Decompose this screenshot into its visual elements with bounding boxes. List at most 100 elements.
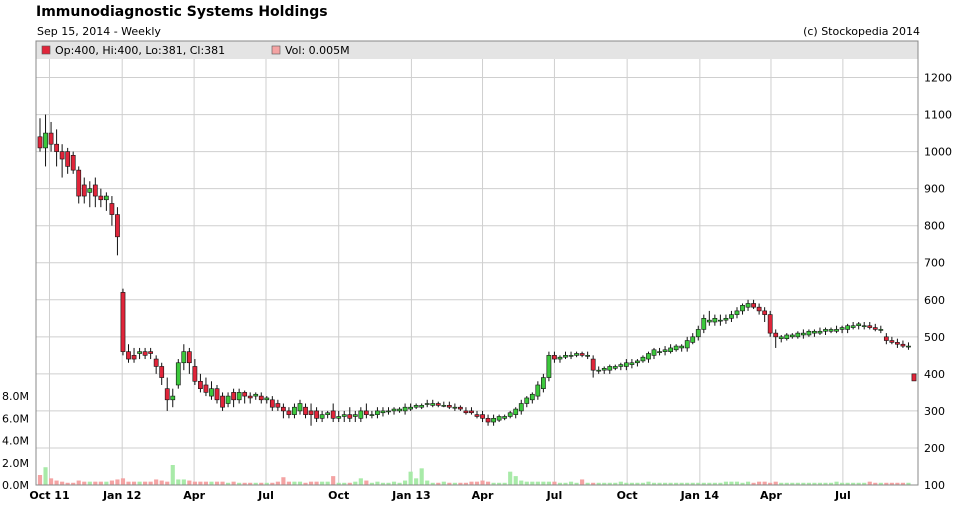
volume-bar xyxy=(214,481,220,485)
candle-body xyxy=(491,418,496,423)
candle-body xyxy=(640,356,646,362)
candle-body xyxy=(87,188,93,193)
candle-body xyxy=(546,355,552,378)
volume-tick-label: 2.0M xyxy=(2,457,29,470)
volume-bar xyxy=(679,482,684,485)
volume-bar xyxy=(530,481,535,485)
time-axis: Oct 11 Jan 12 Apr Jul Oct Jan 13 Apr Jul Oct Jan … xyxy=(29,489,850,502)
candle-body xyxy=(247,395,253,399)
time-tick-label: Oct xyxy=(328,489,349,502)
volume-bar xyxy=(403,480,408,485)
volume-tick-label: 8.0M xyxy=(2,390,29,403)
volume-bar xyxy=(795,482,800,485)
volume-bar xyxy=(762,481,767,485)
volume-bar xyxy=(508,471,513,485)
candle-body xyxy=(220,395,225,408)
volume-bar xyxy=(497,482,502,485)
candle-body xyxy=(590,358,596,371)
candle-body xyxy=(812,330,817,334)
candle-body xyxy=(303,406,308,415)
legend-ohlc-swatch xyxy=(41,45,51,55)
price-tick-label: 800 xyxy=(924,220,945,233)
candle-body xyxy=(43,132,48,149)
volume-bar xyxy=(242,482,247,485)
candle-body xyxy=(391,408,397,412)
time-tick-label: Jul xyxy=(546,489,563,502)
volume-bar xyxy=(790,482,795,485)
volume-bar xyxy=(253,482,258,485)
candle-body xyxy=(402,406,408,412)
candle-body xyxy=(839,327,845,330)
candle-body xyxy=(380,410,386,414)
candle-body xyxy=(535,384,541,397)
candle-body xyxy=(778,336,784,339)
volume-bar xyxy=(535,481,540,485)
volume-bar xyxy=(281,477,286,485)
candle-body xyxy=(800,332,806,336)
volume-bar xyxy=(607,482,612,485)
volume-bar xyxy=(436,482,441,485)
volume-bar xyxy=(425,480,430,485)
candle-body xyxy=(225,395,231,404)
volume-bar xyxy=(845,482,850,485)
price-tick-label: 600 xyxy=(924,294,945,307)
candle-body xyxy=(209,388,214,397)
volume-bar xyxy=(120,478,126,485)
candle-body xyxy=(834,329,839,332)
volume-tick-label: 4.0M xyxy=(2,435,29,448)
volume-bar xyxy=(524,481,529,485)
candle-body xyxy=(541,377,546,389)
volume-bar xyxy=(657,482,662,485)
candle-body xyxy=(579,353,585,356)
candle-body xyxy=(723,318,729,321)
candle-body xyxy=(861,325,867,328)
candle-body xyxy=(164,388,170,401)
volume-bar xyxy=(629,482,634,485)
candle-body xyxy=(253,393,259,397)
candle-body xyxy=(81,184,87,197)
candle-body xyxy=(646,353,651,360)
volume-bar xyxy=(491,482,496,485)
candle-body xyxy=(65,151,71,167)
candle-body xyxy=(773,332,779,338)
price-tick-label: 200 xyxy=(924,442,945,455)
price-tick-label: 900 xyxy=(924,183,945,196)
volume-bar xyxy=(159,480,164,485)
volume-bar xyxy=(900,482,906,485)
candle-body xyxy=(37,136,43,149)
volume-bar xyxy=(624,482,629,485)
candle-body xyxy=(806,330,812,336)
volume-bar xyxy=(386,482,391,485)
volume-bar xyxy=(463,482,469,485)
volume-bar xyxy=(817,482,823,485)
price-tick-label: 300 xyxy=(924,405,945,418)
candle-body xyxy=(386,410,391,413)
candle-body xyxy=(352,414,358,417)
price-tick-label: 1200 xyxy=(924,72,952,85)
candle-body xyxy=(529,393,535,401)
volume-bar xyxy=(187,480,192,485)
volume-bar xyxy=(768,482,773,485)
candle-body xyxy=(59,151,65,160)
time-tick-label: Oct xyxy=(617,489,638,502)
volume-bar xyxy=(651,482,657,485)
time-tick-label: Apr xyxy=(760,489,782,502)
candle-body xyxy=(408,406,413,410)
volume-bar xyxy=(668,482,673,485)
candle-body xyxy=(911,373,917,382)
price-tick-label: 700 xyxy=(924,257,945,270)
volume-bar xyxy=(806,482,811,485)
candle-body xyxy=(734,310,740,315)
volume-bar xyxy=(757,481,762,485)
candle-body xyxy=(856,323,862,327)
candle-body xyxy=(883,336,889,341)
volume-bar xyxy=(430,482,435,485)
candle-body xyxy=(596,369,602,372)
volume-bar xyxy=(104,481,109,485)
candle-body xyxy=(369,414,375,416)
candle-body xyxy=(623,362,629,367)
volume-bar xyxy=(192,481,197,485)
candle-body xyxy=(120,292,126,352)
candle-body xyxy=(441,405,447,407)
